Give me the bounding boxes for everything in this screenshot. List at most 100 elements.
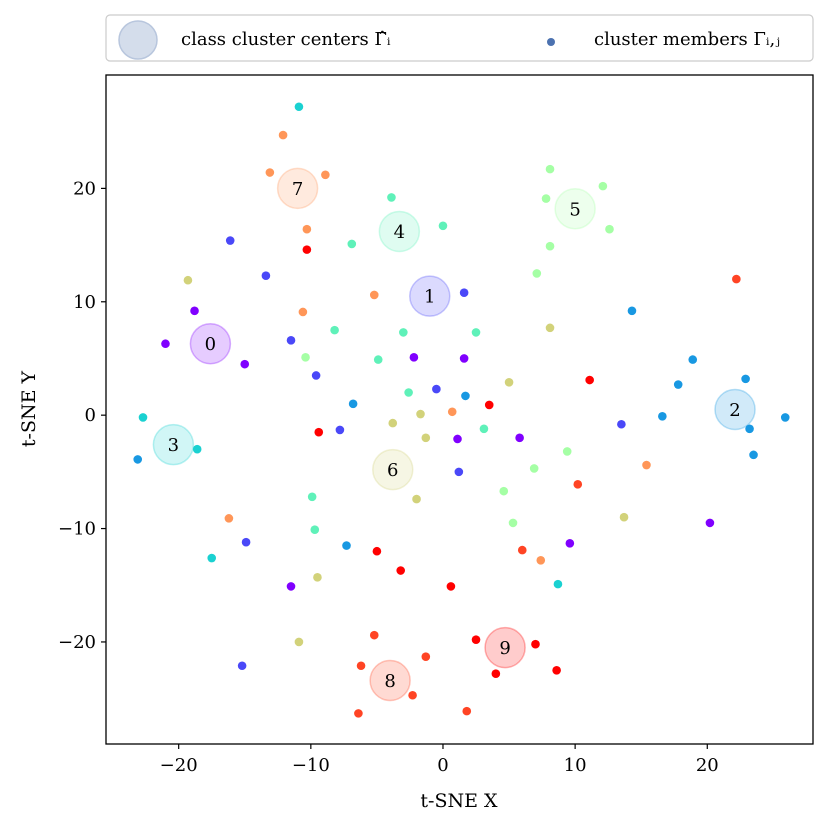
x-tick-label: 0 (437, 755, 448, 776)
cluster-member-class-7 (536, 556, 546, 565)
cluster-member-class-8 (369, 630, 379, 640)
cluster-member-class-2 (745, 424, 754, 434)
cluster-member-class-5 (545, 241, 555, 251)
cluster-member-class-0 (161, 339, 170, 349)
cluster-member-class-2 (749, 450, 758, 460)
cluster-member-class-0 (565, 539, 575, 548)
cluster-member-class-3 (192, 444, 202, 454)
cluster-member-class-7 (224, 514, 234, 523)
cluster-member-class-9 (531, 639, 540, 649)
cluster-member-class-2 (133, 455, 143, 464)
cluster-center-5: 5 (554, 188, 596, 230)
cluster-member-class-4 (310, 525, 320, 534)
cluster-member-class-9 (396, 566, 405, 575)
cluster-member-class-1 (311, 371, 321, 380)
cluster-member-class-1 (225, 236, 235, 245)
cluster-center-marker (369, 659, 411, 702)
cluster-member-class-9 (484, 400, 494, 410)
y-tick-label: 20 (73, 178, 96, 199)
cluster-member-class-2 (673, 380, 683, 389)
cluster-member-class-7 (265, 168, 275, 177)
cluster-member-class-0 (240, 359, 250, 369)
cluster-center-marker (276, 167, 319, 210)
cluster-member-class-1 (335, 425, 345, 435)
cluster-center-marker (152, 423, 195, 466)
cluster-member-class-5 (545, 164, 555, 174)
cluster-member-class-6 (412, 494, 421, 504)
cluster-center-marker (484, 626, 526, 669)
cluster-member-class-2 (461, 391, 470, 401)
cluster-center-8: 8 (369, 659, 411, 702)
cluster-member-class-5 (529, 464, 539, 473)
cluster-member-class-6 (545, 323, 555, 333)
cluster-member-class-8 (354, 709, 363, 718)
cluster-member-class-9 (471, 635, 481, 644)
cluster-center-marker (378, 210, 421, 253)
cluster-member-class-6 (421, 433, 431, 443)
legend-member-marker (547, 38, 555, 46)
cluster-member-class-9 (302, 245, 312, 254)
cluster-member-class-1 (286, 336, 296, 345)
cluster-member-class-0 (409, 353, 419, 362)
y-axis-ticks: −20 −10 0 10 20 (58, 178, 106, 653)
cluster-member-class-4 (479, 424, 489, 434)
cluster-center-6: 6 (372, 448, 414, 491)
cluster-member-class-4 (307, 492, 317, 502)
x-tick-label: 10 (564, 755, 587, 776)
cluster-center-label: 4 (394, 222, 405, 243)
cluster-member-class-8 (356, 661, 366, 671)
cluster-member-class-0 (705, 518, 715, 528)
cluster-member-class-4 (373, 355, 383, 364)
cluster-member-class-5 (301, 353, 310, 362)
cluster-member-class-0 (453, 434, 462, 444)
cluster-member-class-9 (552, 665, 561, 675)
cluster-member-class-5 (532, 269, 542, 278)
legend: class cluster centers Γ̂ᵢ cluster member… (105, 14, 814, 62)
cluster-center-7: 7 (276, 167, 319, 210)
cluster-center-marker (409, 275, 451, 317)
cluster-center-4: 4 (378, 210, 421, 253)
x-tick-label: −20 (160, 755, 198, 776)
cluster-member-class-2 (342, 541, 351, 550)
cluster-member-class-1 (432, 384, 441, 394)
cluster-center-marker (554, 188, 596, 230)
cluster-member-class-6 (294, 637, 304, 647)
cluster-center-label: 8 (384, 671, 395, 692)
cluster-member-class-2 (627, 306, 637, 316)
cluster-member-class-5 (562, 447, 572, 456)
axes-frame (105, 74, 814, 745)
cluster-center-label: 3 (168, 435, 179, 456)
cluster-member-class-1 (241, 537, 251, 547)
cluster-member-class-6 (313, 573, 322, 582)
cluster-member-class-0 (515, 433, 524, 443)
y-tick-label: −20 (58, 632, 96, 653)
data-marks: 0 1 2 3 4 5 6 7 8 9 (133, 102, 790, 718)
cluster-member-class-2 (688, 355, 698, 364)
cluster-member-class-5 (499, 486, 509, 496)
cluster-member-class-4 (399, 328, 408, 337)
cluster-member-class-4 (330, 325, 339, 335)
cluster-member-class-2 (780, 413, 790, 422)
cluster-member-class-5 (541, 194, 551, 203)
cluster-center-1: 1 (409, 275, 451, 317)
cluster-member-class-3 (553, 579, 563, 589)
cluster-member-class-2 (658, 412, 667, 421)
cluster-center-2: 2 (714, 388, 756, 431)
cluster-member-class-9 (314, 427, 324, 437)
cluster-member-class-2 (348, 399, 358, 409)
cluster-member-class-4 (347, 239, 357, 249)
cluster-center-marker (372, 448, 414, 491)
cluster-member-class-0 (286, 582, 296, 591)
legend-center-marker (118, 20, 158, 60)
cluster-member-class-8 (462, 706, 472, 716)
cluster-member-class-3 (294, 102, 304, 112)
cluster-member-class-8 (421, 652, 431, 661)
y-tick-label: 10 (73, 292, 96, 313)
y-tick-label: −10 (58, 519, 96, 540)
cluster-member-class-9 (446, 582, 456, 591)
cluster-member-class-6 (388, 418, 398, 428)
cluster-center-9: 9 (484, 626, 526, 669)
cluster-member-class-1 (261, 271, 271, 281)
cluster-member-class-9 (372, 546, 382, 556)
